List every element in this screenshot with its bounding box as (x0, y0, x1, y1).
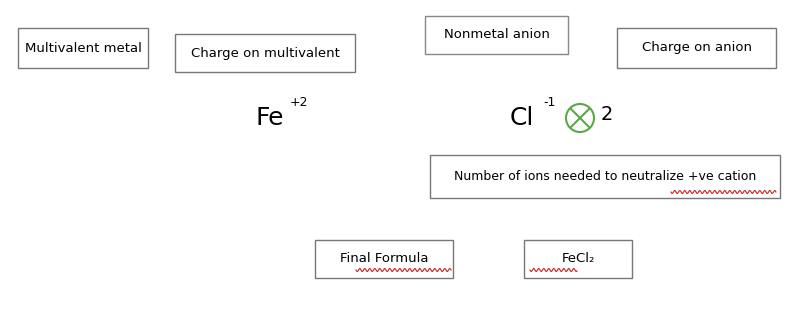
FancyBboxPatch shape (430, 155, 780, 198)
Text: Fe: Fe (255, 106, 283, 130)
FancyBboxPatch shape (425, 16, 568, 54)
Text: Nonmetal anion: Nonmetal anion (443, 29, 550, 42)
FancyBboxPatch shape (18, 28, 148, 68)
FancyBboxPatch shape (175, 34, 355, 72)
Text: 2: 2 (601, 105, 614, 125)
Text: Charge on anion: Charge on anion (642, 42, 751, 55)
Text: FeCl₂: FeCl₂ (562, 253, 594, 265)
Text: Cl: Cl (510, 106, 534, 130)
Text: Number of ions needed to neutralize +ve cation: Number of ions needed to neutralize +ve … (454, 170, 756, 183)
FancyBboxPatch shape (315, 240, 453, 278)
Text: -1: -1 (543, 96, 555, 109)
Text: Charge on multivalent: Charge on multivalent (190, 46, 339, 60)
Text: Final Formula: Final Formula (340, 253, 428, 265)
Text: +2: +2 (290, 96, 309, 109)
FancyBboxPatch shape (617, 28, 776, 68)
FancyBboxPatch shape (524, 240, 632, 278)
Text: Multivalent metal: Multivalent metal (25, 42, 142, 55)
Circle shape (566, 104, 594, 132)
